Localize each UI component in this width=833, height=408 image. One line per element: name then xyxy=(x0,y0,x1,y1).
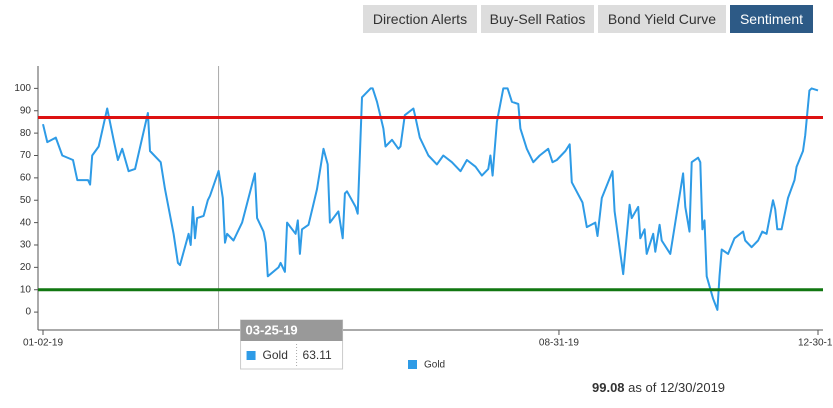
y-tick-label: 70 xyxy=(20,150,32,161)
y-tick-label: 100 xyxy=(14,83,31,94)
tooltip-swatch xyxy=(246,351,256,360)
x-tick-label: 12-30-19 xyxy=(798,338,833,349)
legend-swatch xyxy=(408,360,417,369)
y-tick-label: 40 xyxy=(20,217,32,228)
tooltip: 03-25-19 Gold 63.11 xyxy=(240,319,344,370)
as-of: as of 12/30/2019 xyxy=(628,380,726,395)
y-tick-label: 0 xyxy=(25,307,31,318)
y-tick-label: 90 xyxy=(20,105,32,116)
tab[interactable]: Sentiment xyxy=(730,5,813,33)
y-tick-label: 50 xyxy=(20,195,32,206)
y-tick-label: 60 xyxy=(20,173,32,184)
legend-label: Gold xyxy=(424,360,445,371)
x-tick-label: 08-31-19 xyxy=(539,338,579,349)
latest-value: 99.08 xyxy=(592,380,625,395)
tab[interactable]: Direction Alerts xyxy=(363,5,477,33)
tooltip-value: 63.11 xyxy=(303,348,332,362)
tooltip-date: 03-25-19 xyxy=(246,322,298,337)
y-tick-label: 10 xyxy=(20,284,32,295)
footer: 99.08 as of 12/30/2019 xyxy=(592,380,725,395)
y-tick-label: 80 xyxy=(20,128,32,139)
tab[interactable]: Buy-Sell Ratios xyxy=(481,5,594,33)
y-tick-label: 20 xyxy=(20,262,32,273)
y-tick-label: 30 xyxy=(20,240,32,251)
tooltip-series: Gold xyxy=(263,348,288,362)
series-line xyxy=(42,87,819,311)
tab[interactable]: Bond Yield Curve xyxy=(598,5,726,33)
x-tick-label: 01-02-19 xyxy=(23,338,63,349)
tooltip-header xyxy=(240,320,343,341)
